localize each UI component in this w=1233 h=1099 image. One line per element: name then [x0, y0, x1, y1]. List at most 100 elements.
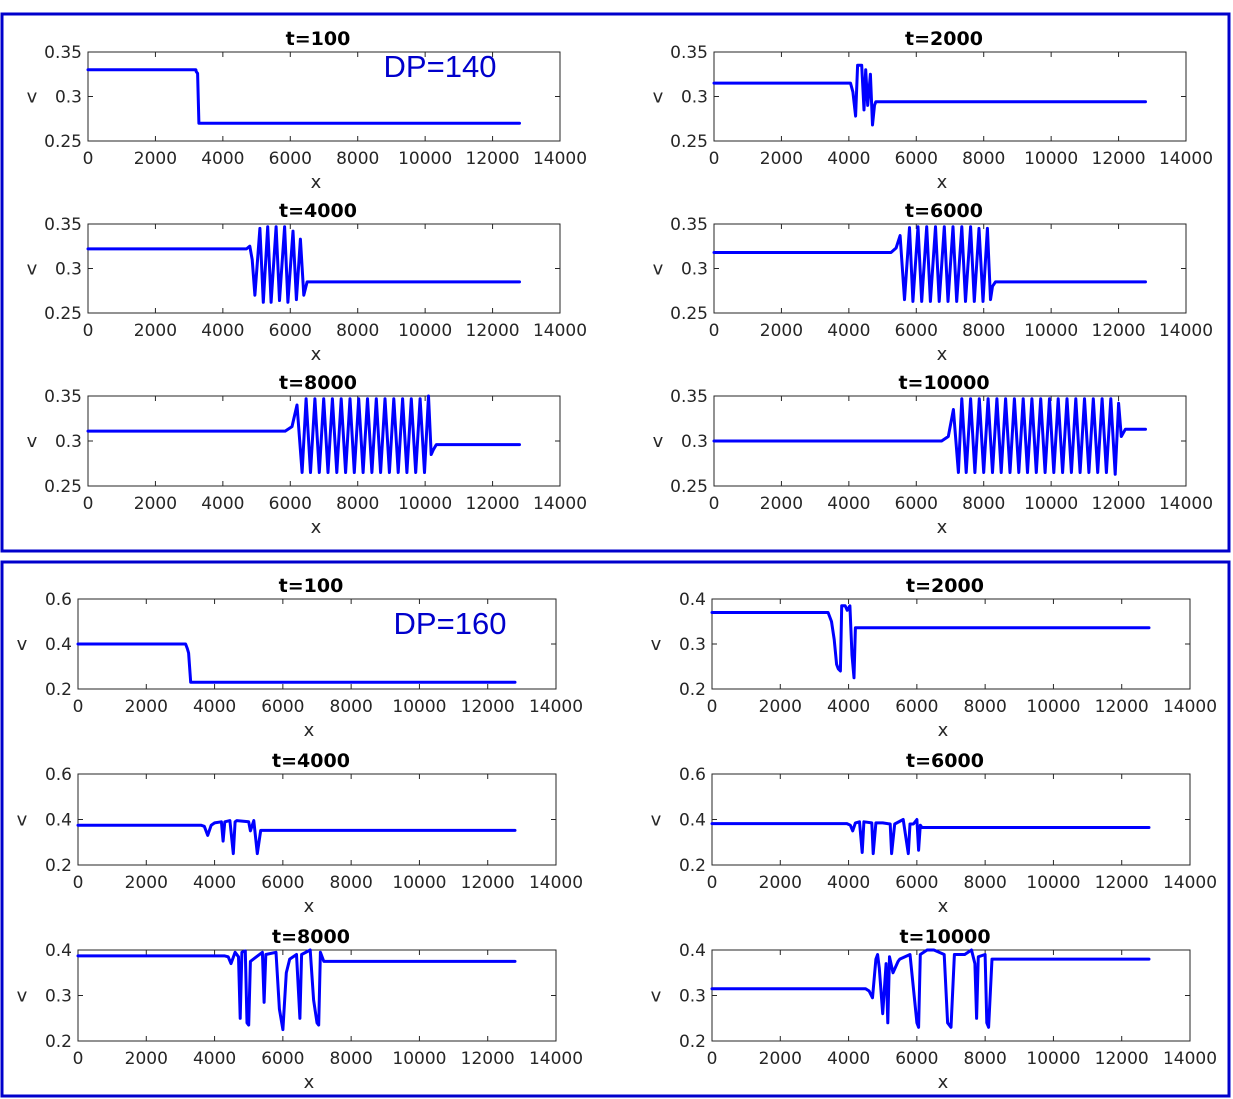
- dp160-group-frame: [0, 560, 1231, 1098]
- x-tick-label: 2000: [134, 321, 177, 341]
- x-tick-label: 4000: [827, 321, 870, 341]
- y-tick-label: 0.35: [44, 215, 82, 235]
- x-tick-label: 14000: [1163, 697, 1217, 717]
- series-line: [76, 819, 517, 856]
- x-tick-label: 4000: [193, 1049, 236, 1069]
- x-tick-label: 0: [73, 1049, 84, 1069]
- x-tick-label: 14000: [533, 494, 587, 514]
- y-axis-label: v: [651, 810, 662, 831]
- y-axis-label: v: [27, 431, 38, 452]
- x-tick-label: 12000: [1092, 149, 1146, 169]
- x-tick-label: 14000: [529, 873, 583, 893]
- x-tick-label: 0: [709, 321, 720, 341]
- y-tick-label: 0.3: [681, 432, 708, 452]
- x-axis-label: x: [304, 1072, 315, 1093]
- x-tick-label: 10000: [1026, 873, 1080, 893]
- x-tick-label: 6000: [261, 697, 304, 717]
- panel-12: 0 2000 4000 6000 8000 10000 12000 14000 0.2 0.3 0.…: [651, 926, 1217, 1093]
- y-tick-label: 0.35: [670, 215, 708, 235]
- x-tick-label: 14000: [529, 1049, 583, 1069]
- x-tick-label: 6000: [895, 1049, 938, 1069]
- y-tick-label: 0.2: [45, 1032, 72, 1052]
- series-line: [86, 225, 521, 304]
- plot-area: [87, 223, 561, 314]
- panel-7: 0 2000 4000 6000 8000 10000 12000 14000 0.2 0.4 0.…: [17, 575, 583, 741]
- y-tick-label: 0.35: [44, 43, 82, 63]
- y-tick-label: 0.4: [45, 635, 72, 655]
- y-tick-label: 0.35: [670, 387, 708, 407]
- x-tick-label: 6000: [895, 494, 938, 514]
- panel-title: t=100: [286, 28, 351, 50]
- dp-annotation: DP=160: [394, 606, 507, 641]
- x-tick-label: 10000: [392, 873, 446, 893]
- panel-title: t=2000: [905, 28, 983, 50]
- x-tick-label: 10000: [398, 149, 452, 169]
- x-tick-label: 12000: [461, 873, 515, 893]
- y-axis-label: v: [17, 634, 28, 655]
- x-tick-label: 14000: [1159, 321, 1213, 341]
- panel-title: t=10000: [898, 372, 989, 394]
- plot-area: [77, 949, 557, 1042]
- x-axis-label: x: [311, 172, 322, 193]
- panel-title: t=8000: [279, 372, 357, 394]
- panel-3: 0 2000 4000 6000 8000 10000 12000 14000 0.25 0.3 0…: [27, 200, 587, 365]
- x-tick-label: 10000: [1026, 697, 1080, 717]
- y-tick-label: 0.4: [45, 941, 72, 961]
- x-tick-label: 8000: [964, 873, 1007, 893]
- x-tick-label: 8000: [964, 1049, 1007, 1069]
- x-tick-label: 4000: [827, 697, 870, 717]
- y-tick-label: 0.25: [670, 304, 708, 324]
- x-tick-label: 2000: [134, 149, 177, 169]
- x-tick-label: 10000: [398, 321, 452, 341]
- panel-title: t=6000: [905, 200, 983, 222]
- y-tick-label: 0.3: [55, 260, 82, 280]
- y-tick-label: 0.25: [670, 477, 708, 497]
- x-tick-label: 0: [709, 494, 720, 514]
- panel-title: t=10000: [899, 926, 990, 948]
- y-tick-label: 0.3: [679, 635, 706, 655]
- y-tick-label: 0.3: [55, 88, 82, 108]
- panels: 0 2000 4000 6000 8000 10000 12000 14000 0.25 0.3 0…: [17, 28, 1217, 1093]
- x-tick-label: 4000: [201, 494, 244, 514]
- y-tick-label: 0.35: [44, 387, 82, 407]
- panel-title: t=4000: [279, 200, 357, 222]
- x-tick-label: 12000: [1095, 697, 1149, 717]
- y-axis-label: v: [27, 87, 38, 108]
- x-tick-label: 6000: [895, 873, 938, 893]
- series-line: [710, 818, 1151, 856]
- y-tick-label: 0.2: [45, 680, 72, 700]
- y-tick-label: 0.6: [45, 765, 72, 785]
- y-tick-label: 0.2: [679, 680, 706, 700]
- y-tick-label: 0.3: [55, 432, 82, 452]
- x-tick-label: 8000: [330, 873, 373, 893]
- y-axis-label: v: [653, 87, 664, 108]
- series-line: [86, 394, 521, 474]
- x-tick-label: 12000: [466, 494, 520, 514]
- x-tick-label: 8000: [962, 149, 1005, 169]
- panel-9: 0 2000 4000 6000 8000 10000 12000 14000 0.2 0.4 0.…: [17, 750, 583, 917]
- x-tick-label: 6000: [269, 149, 312, 169]
- x-tick-label: 4000: [827, 873, 870, 893]
- panel-title: t=4000: [272, 750, 350, 772]
- y-axis-label: v: [653, 431, 664, 452]
- series-line: [710, 604, 1151, 680]
- x-tick-label: 4000: [193, 697, 236, 717]
- x-tick-label: 10000: [1026, 1049, 1080, 1069]
- y-tick-label: 0.4: [45, 811, 72, 831]
- y-tick-label: 0.25: [44, 477, 82, 497]
- x-tick-label: 8000: [336, 494, 379, 514]
- x-axis-label: x: [938, 720, 949, 741]
- y-tick-label: 0.4: [679, 590, 706, 610]
- x-tick-label: 2000: [125, 873, 168, 893]
- x-tick-label: 4000: [827, 1049, 870, 1069]
- x-tick-label: 8000: [962, 494, 1005, 514]
- x-tick-label: 4000: [201, 321, 244, 341]
- x-tick-label: 0: [83, 494, 94, 514]
- panel-title: t=100: [279, 575, 344, 597]
- x-tick-label: 10000: [398, 494, 452, 514]
- panel-title: t=2000: [906, 575, 984, 597]
- x-tick-label: 0: [707, 697, 718, 717]
- y-axis-label: v: [27, 259, 38, 280]
- y-tick-label: 0.3: [679, 987, 706, 1007]
